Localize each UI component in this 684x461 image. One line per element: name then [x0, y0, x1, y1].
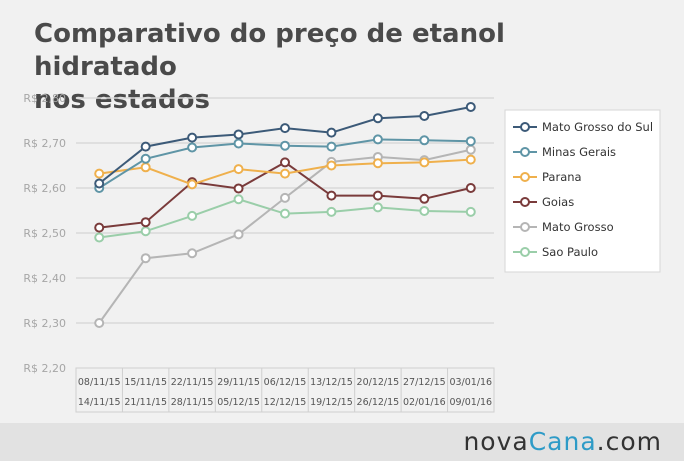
- legend-swatch-marker: [520, 147, 530, 157]
- data-point: [372, 190, 383, 201]
- x-tick-label-start: 27/12/15: [403, 377, 446, 388]
- data-point: [419, 205, 430, 216]
- data-point: [280, 192, 290, 203]
- data-point: [280, 157, 290, 168]
- data-point: [94, 168, 105, 179]
- logo-suffix: .com: [596, 427, 662, 456]
- x-tick-label-end: 26/12/15: [357, 397, 400, 408]
- y-tick-label: R$ 2,80: [23, 92, 66, 105]
- x-tick-label-end: 02/01/16: [403, 397, 446, 408]
- legend-box: [504, 109, 661, 273]
- x-tick-label-end: 05/12/15: [217, 397, 260, 408]
- legend-swatch-marker: [520, 247, 530, 257]
- x-tick-label-start: 20/12/15: [357, 377, 400, 388]
- x-tick-label-start: 06/12/15: [264, 377, 307, 388]
- data-point: [140, 217, 151, 228]
- data-point: [233, 229, 244, 240]
- data-point: [233, 129, 244, 140]
- x-tick-label-end: 09/01/16: [449, 397, 492, 408]
- data-point: [372, 158, 383, 169]
- data-point: [280, 168, 290, 179]
- x-tick-label-start: 08/11/15: [78, 377, 121, 388]
- data-point: [233, 164, 244, 175]
- data-point: [140, 253, 151, 264]
- legend-label: Sao Paulo: [542, 245, 598, 259]
- data-point: [326, 127, 337, 138]
- logo-accent: Cana: [528, 427, 597, 456]
- y-tick-label: R$ 2,40: [23, 272, 66, 285]
- y-tick-label: R$ 2,70: [23, 137, 66, 150]
- x-tick-label-end: 28/11/15: [171, 397, 214, 408]
- data-point: [465, 154, 476, 165]
- data-point: [140, 226, 151, 237]
- x-tick-label-end: 19/12/15: [310, 397, 353, 408]
- data-point: [465, 206, 476, 217]
- data-point: [372, 113, 383, 124]
- y-tick-label: R$ 2,20: [23, 362, 66, 375]
- data-point: [187, 179, 198, 190]
- legend-label: Mato Grosso do Sul: [542, 120, 653, 134]
- data-point: [326, 190, 337, 201]
- data-point: [280, 123, 290, 134]
- data-point: [326, 206, 337, 217]
- data-point: [326, 160, 337, 171]
- x-tick-label-start: 13/12/15: [310, 377, 353, 388]
- data-point: [465, 102, 476, 112]
- line-chart: R$ 2,20 R$ 2,30 R$ 2,40 R$ 2,50 R$ 2,60 R$ 2,…: [23, 92, 661, 413]
- data-point: [419, 111, 430, 121]
- data-point: [233, 183, 244, 194]
- data-point: [465, 136, 476, 147]
- data-point: [280, 140, 290, 151]
- chart-title-line-1: Comparativo do preço de etanol hidratado: [34, 19, 505, 82]
- y-tick-label: R$ 2,50: [23, 227, 66, 240]
- data-point: [94, 222, 105, 233]
- novacana-logo: novaCana.com: [463, 427, 662, 456]
- legend-swatch-marker: [520, 172, 530, 182]
- data-point: [140, 162, 151, 173]
- legend-label: Mato Grosso: [542, 220, 614, 234]
- x-tick-label-end: 12/12/15: [264, 397, 307, 408]
- chart-title: Comparativo do preço de etanol hidratado…: [34, 18, 634, 117]
- legend-swatch-marker: [520, 222, 530, 232]
- data-point: [140, 141, 151, 152]
- footer-bar: novaCana.com: [0, 423, 684, 461]
- x-tick-label-start: 15/11/15: [124, 377, 167, 388]
- data-point: [372, 134, 383, 145]
- data-point: [187, 248, 198, 259]
- data-point: [419, 193, 430, 204]
- x-tick-label-end: 21/11/15: [124, 397, 167, 408]
- y-tick-label: R$ 2,60: [23, 182, 66, 195]
- data-point: [326, 141, 337, 152]
- data-point: [94, 178, 105, 189]
- data-point: [94, 232, 105, 243]
- legend-label: Minas Gerais: [542, 145, 616, 159]
- legend-swatch-marker: [520, 197, 530, 207]
- y-tick-label: R$ 2,30: [23, 317, 66, 330]
- legend-swatch-marker: [520, 122, 530, 132]
- data-point: [465, 183, 476, 193]
- data-point: [233, 138, 244, 149]
- data-point: [187, 210, 198, 221]
- data-point: [280, 208, 290, 219]
- data-point: [465, 144, 476, 155]
- data-point: [140, 153, 151, 164]
- data-point: [233, 194, 244, 205]
- data-point: [94, 318, 105, 328]
- legend-label: Parana: [542, 170, 582, 184]
- data-point: [187, 142, 198, 153]
- data-point: [187, 132, 198, 143]
- data-point: [419, 135, 430, 146]
- logo-prefix: nova: [463, 427, 529, 456]
- x-tick-label-start: 22/11/15: [171, 377, 214, 388]
- data-point: [372, 202, 383, 213]
- x-tick-label-start: 29/11/15: [217, 377, 260, 388]
- legend-label: Goias: [542, 195, 574, 209]
- chart-title-line-2: nos estados: [34, 85, 210, 115]
- x-tick-label-start: 03/01/16: [449, 377, 492, 388]
- data-point: [419, 157, 430, 168]
- x-tick-label-end: 14/11/15: [78, 397, 121, 408]
